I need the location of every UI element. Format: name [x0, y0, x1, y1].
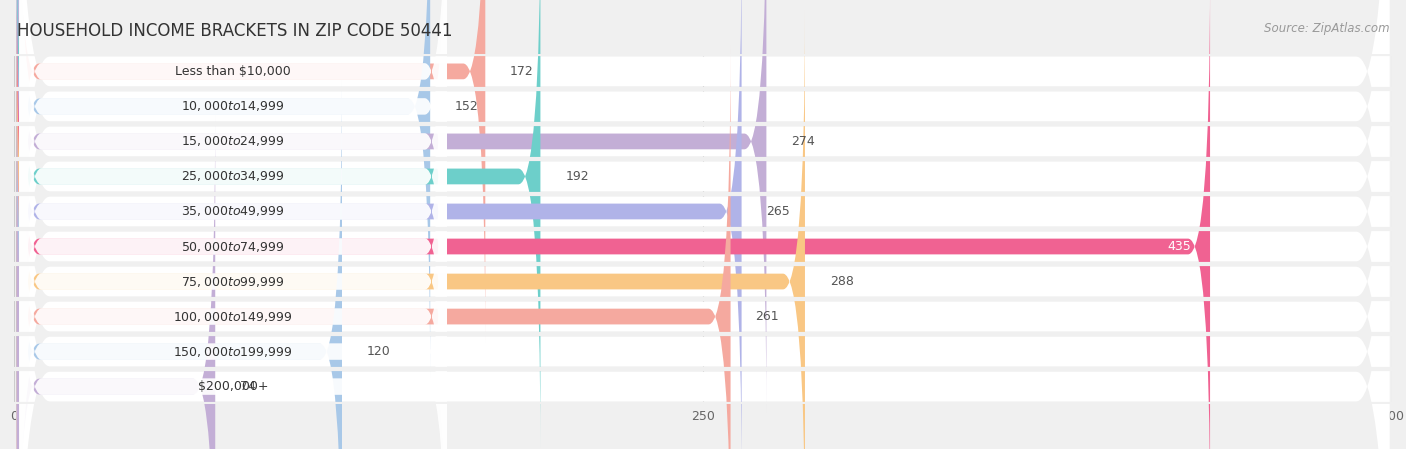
FancyBboxPatch shape	[17, 0, 1389, 449]
FancyBboxPatch shape	[20, 44, 447, 449]
Text: 192: 192	[565, 170, 589, 183]
Text: 152: 152	[456, 100, 478, 113]
Text: 288: 288	[830, 275, 853, 288]
FancyBboxPatch shape	[17, 0, 430, 379]
FancyBboxPatch shape	[17, 0, 1389, 449]
Text: 172: 172	[510, 65, 534, 78]
FancyBboxPatch shape	[20, 0, 447, 414]
Text: $200,000+: $200,000+	[198, 380, 269, 393]
FancyBboxPatch shape	[20, 0, 447, 449]
Text: $100,000 to $149,999: $100,000 to $149,999	[173, 309, 292, 324]
FancyBboxPatch shape	[20, 0, 447, 379]
FancyBboxPatch shape	[17, 0, 1389, 449]
FancyBboxPatch shape	[20, 114, 447, 449]
Text: Source: ZipAtlas.com: Source: ZipAtlas.com	[1264, 22, 1389, 35]
FancyBboxPatch shape	[20, 0, 447, 449]
FancyBboxPatch shape	[17, 0, 1389, 449]
Text: HOUSEHOLD INCOME BRACKETS IN ZIP CODE 50441: HOUSEHOLD INCOME BRACKETS IN ZIP CODE 50…	[17, 22, 453, 40]
FancyBboxPatch shape	[17, 0, 1389, 449]
Text: 74: 74	[240, 380, 256, 393]
Text: 261: 261	[755, 310, 779, 323]
FancyBboxPatch shape	[17, 0, 1211, 449]
Text: 265: 265	[766, 205, 790, 218]
Text: $10,000 to $14,999: $10,000 to $14,999	[181, 99, 285, 114]
FancyBboxPatch shape	[17, 0, 1389, 449]
Text: $150,000 to $199,999: $150,000 to $199,999	[173, 344, 292, 359]
FancyBboxPatch shape	[17, 0, 1389, 449]
Text: $50,000 to $74,999: $50,000 to $74,999	[181, 239, 285, 254]
FancyBboxPatch shape	[17, 114, 215, 449]
FancyBboxPatch shape	[17, 79, 342, 449]
Text: 274: 274	[792, 135, 815, 148]
FancyBboxPatch shape	[17, 0, 1389, 449]
Text: Less than $10,000: Less than $10,000	[176, 65, 291, 78]
FancyBboxPatch shape	[17, 0, 540, 449]
FancyBboxPatch shape	[20, 79, 447, 449]
FancyBboxPatch shape	[17, 0, 1389, 449]
Text: 120: 120	[367, 345, 391, 358]
Text: $25,000 to $34,999: $25,000 to $34,999	[181, 169, 285, 184]
FancyBboxPatch shape	[17, 9, 806, 449]
FancyBboxPatch shape	[17, 0, 485, 343]
FancyBboxPatch shape	[17, 44, 731, 449]
Text: $15,000 to $24,999: $15,000 to $24,999	[181, 134, 285, 149]
FancyBboxPatch shape	[17, 0, 741, 449]
FancyBboxPatch shape	[20, 0, 447, 343]
FancyBboxPatch shape	[20, 9, 447, 449]
Text: $35,000 to $49,999: $35,000 to $49,999	[181, 204, 285, 219]
Text: $75,000 to $99,999: $75,000 to $99,999	[181, 274, 285, 289]
FancyBboxPatch shape	[20, 0, 447, 449]
FancyBboxPatch shape	[17, 0, 1389, 449]
Text: 435: 435	[1167, 240, 1191, 253]
FancyBboxPatch shape	[17, 0, 766, 414]
